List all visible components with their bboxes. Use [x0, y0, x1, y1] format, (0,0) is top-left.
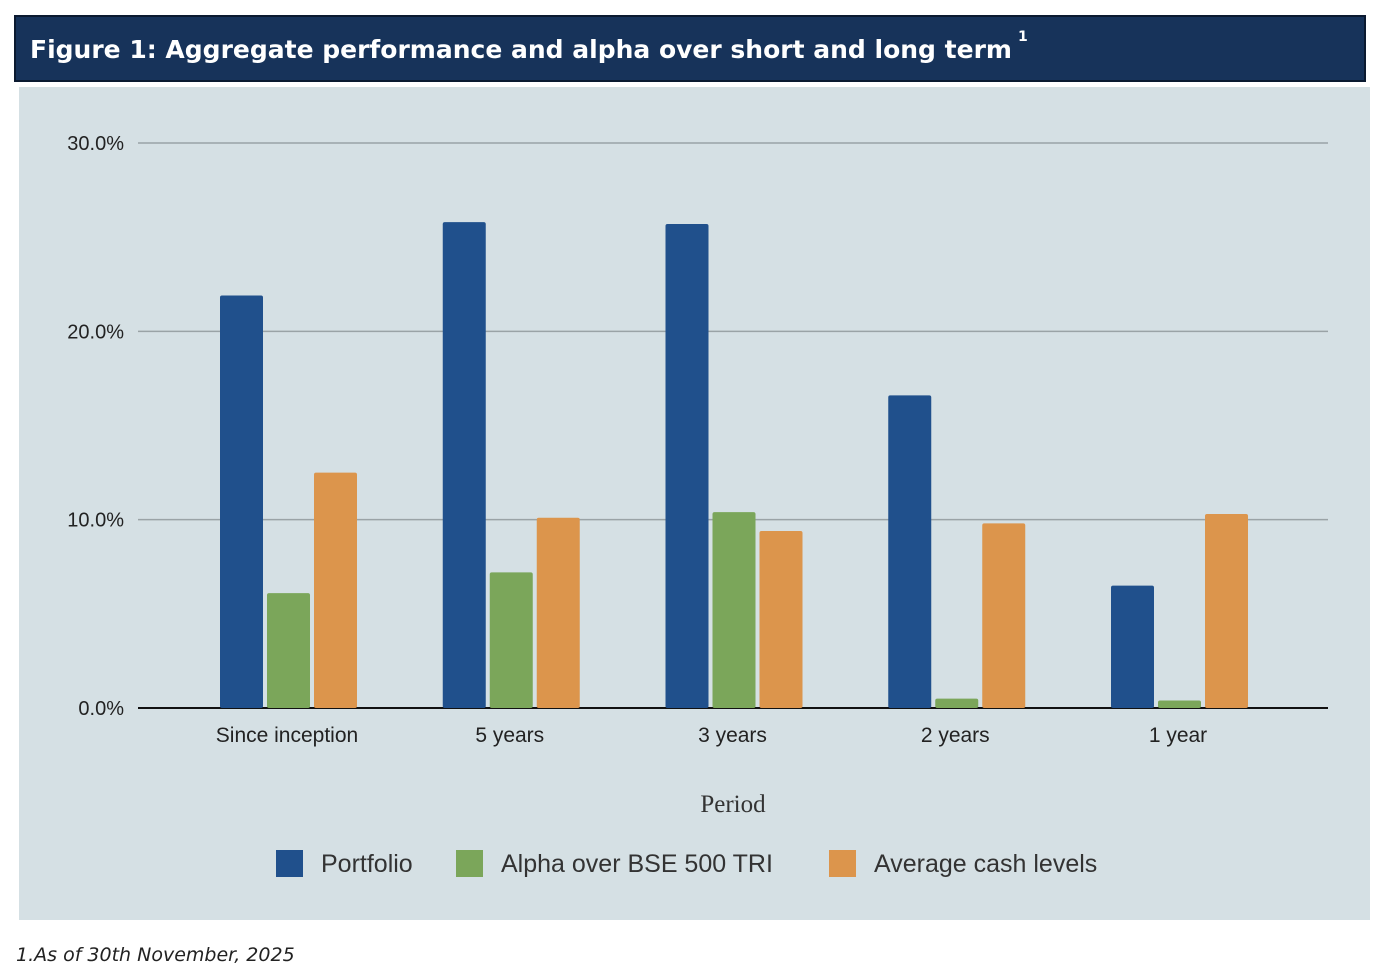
bar-portfolio [220, 295, 263, 708]
figure-title: Figure 1: Aggregate performance and alph… [30, 35, 1012, 64]
legend-label: Alpha over BSE 500 TRI [501, 850, 773, 878]
legend-label: Portfolio [321, 850, 413, 878]
bar-alpha-over-bse-500-tri [1158, 700, 1201, 708]
y-tick-label: 0.0% [78, 698, 124, 720]
y-tick-label: 10.0% [67, 510, 124, 532]
bar-average-cash-levels [759, 530, 803, 708]
bar-alpha-over-bse-500-tri [935, 698, 979, 708]
figure-header: Figure 1: Aggregate performance and alph… [14, 15, 1366, 82]
footnote-marker: 1 [1017, 29, 1028, 45]
footnote: 1.As of 30th November, 2025 [16, 944, 295, 966]
x-tick-label: 5 years [475, 724, 544, 747]
legend-swatch [829, 850, 856, 877]
legend-swatch [456, 850, 483, 877]
bar-portfolio [442, 222, 486, 708]
x-tick-label: 3 years [698, 724, 767, 747]
bar-alpha-over-bse-500-tri [267, 593, 310, 708]
bar-portfolio [888, 395, 932, 708]
x-tick-label: Since inception [216, 724, 358, 747]
legend-swatch [276, 850, 303, 877]
legend-label: Average cash levels [874, 850, 1097, 878]
bar-portfolio [1111, 585, 1154, 708]
y-tick-label: 20.0% [67, 321, 124, 343]
bar-portfolio [665, 223, 709, 708]
bar-chart: 0.0% 10.0% 20.0% 30.0% Since inception 5 year… [67, 133, 1328, 878]
chart-panel: 0.0% 10.0% 20.0% 30.0% Since inception 5 year… [19, 87, 1370, 920]
bar-average-cash-levels [1205, 514, 1248, 708]
x-tick-label: 2 years [921, 724, 990, 747]
bar-alpha-over-bse-500-tri [712, 512, 756, 708]
bar-average-cash-levels [314, 472, 357, 708]
x-tick-label: 1 year [1149, 724, 1207, 747]
bar-average-cash-levels [982, 523, 1026, 708]
x-axis-label: Period [700, 791, 766, 818]
y-tick-label: 30.0% [67, 133, 124, 155]
bar-average-cash-levels [536, 517, 580, 708]
bar-alpha-over-bse-500-tri [489, 572, 533, 708]
